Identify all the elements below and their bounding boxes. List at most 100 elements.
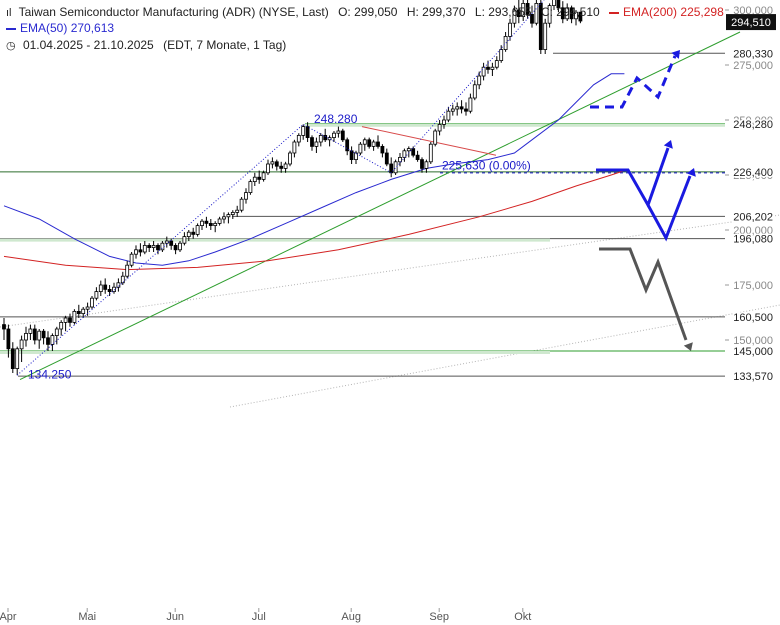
last-price-label: 294,510 <box>731 17 771 29</box>
fib-swing-path <box>16 0 545 376</box>
candle-body <box>19 339 24 350</box>
candle-body <box>138 249 143 253</box>
candle-body <box>274 161 279 167</box>
y-tick-label-4: 250,000 <box>733 115 773 127</box>
scenario-blue-v2-head <box>686 168 696 177</box>
candles-layer <box>2 0 583 376</box>
candle-body <box>37 330 42 341</box>
candle-body <box>156 244 160 251</box>
level-label-4: 196,080 <box>733 234 773 246</box>
y-tick-label-6: 200,000 <box>733 225 773 237</box>
candle-body <box>398 156 402 163</box>
candle-body <box>283 163 288 169</box>
candle-body <box>530 13 534 24</box>
candle-body <box>512 9 517 24</box>
candle-body <box>376 141 380 147</box>
candle-body <box>173 244 178 251</box>
candle-body <box>327 137 332 141</box>
level-label-7: 133,570 <box>733 371 773 383</box>
candle-body <box>24 332 28 341</box>
candle-body <box>349 150 354 161</box>
candle-body <box>235 209 240 213</box>
candle-body <box>450 108 455 112</box>
candle-body <box>76 310 81 314</box>
candle-body <box>393 161 398 174</box>
candle-body <box>574 11 578 20</box>
candle-body <box>54 328 59 336</box>
candle-body <box>508 22 512 37</box>
candle-body <box>459 106 464 110</box>
ema50-line <box>3 73 625 266</box>
candle-body <box>371 141 376 147</box>
candle-body <box>534 2 539 24</box>
fib-0-label: 225,630 (0.00%) <box>442 159 531 173</box>
level-label-0: 280,330 <box>733 48 773 60</box>
y-tick-label-5: 225,000 <box>733 170 773 182</box>
candle-body <box>424 161 429 169</box>
ema50-label: EMA(50) <box>20 21 68 35</box>
candle-body <box>464 108 468 112</box>
level-label-6: 145,000 <box>733 346 773 358</box>
chart-header-line2: EMA(50) 270,613 <box>6 21 114 35</box>
candle-body <box>134 249 138 255</box>
candle-body <box>270 161 275 165</box>
candle-body <box>556 0 561 9</box>
candle-body <box>367 139 372 147</box>
candle-body <box>72 310 77 323</box>
candle-body <box>226 214 231 218</box>
date-range: 01.04.2025 - 21.10.2025 <box>22 38 154 52</box>
low-value: L: 293,655 <box>474 5 532 19</box>
candle-body <box>46 337 50 345</box>
candle-body <box>406 148 411 152</box>
y-tick-label-3: 275,000 <box>733 60 773 72</box>
candle-body <box>525 2 530 15</box>
ema200-value: 225,298 <box>680 5 724 19</box>
ema200-label: EMA(200) <box>623 5 678 19</box>
candle-body <box>266 163 270 174</box>
y-tick-label-8: 150,000 <box>733 335 773 347</box>
support-resistance-layer <box>0 31 741 381</box>
candle-body <box>98 284 103 292</box>
chart-header-line1: ıl Taiwan Semiconductor Manufacturing (A… <box>6 5 724 19</box>
candle-body <box>182 236 187 244</box>
ema50-value: 270,613 <box>70 21 115 35</box>
y-tick-label-2: 300,000 <box>733 5 773 17</box>
candle-body <box>516 9 521 17</box>
low-annotation: 134.250 <box>28 368 72 382</box>
candle-body <box>81 308 86 315</box>
ema200-line <box>3 170 625 271</box>
channel-line-lower <box>229 304 780 408</box>
chart-type-icon: ıl <box>6 7 12 19</box>
level-label-5: 160,500 <box>733 312 773 324</box>
candle-body <box>318 134 323 143</box>
candle-body <box>68 317 72 323</box>
candle-body <box>208 222 213 226</box>
candle-body <box>279 165 284 169</box>
close-value: C: 294,510 <box>540 5 600 19</box>
candle-body <box>50 335 55 345</box>
scenario-gray-down-head <box>683 342 693 351</box>
candle-body <box>230 211 235 215</box>
candle-body <box>261 172 266 180</box>
candle-body <box>222 216 226 220</box>
ema200-swatch <box>609 11 620 14</box>
open-value: O: 299,050 <box>338 5 398 19</box>
candle-body <box>120 275 125 284</box>
instrument-name: Taiwan Semiconductor Manufacturing (ADR)… <box>18 5 329 19</box>
candle-body <box>191 231 196 235</box>
candle-body <box>252 176 257 182</box>
candle-body <box>94 291 99 299</box>
candle-body <box>323 134 328 141</box>
candle-body <box>151 244 156 248</box>
candle-body <box>446 110 451 121</box>
x-tick-label-3: Jul <box>252 611 266 623</box>
candle-body <box>213 222 218 226</box>
candle-body <box>521 2 526 17</box>
level-label-1: 248,280 <box>733 119 773 131</box>
candle-body <box>428 143 433 163</box>
candle-body <box>332 132 336 138</box>
candle-body <box>32 328 37 341</box>
x-tick-label-4: Aug <box>341 611 361 623</box>
